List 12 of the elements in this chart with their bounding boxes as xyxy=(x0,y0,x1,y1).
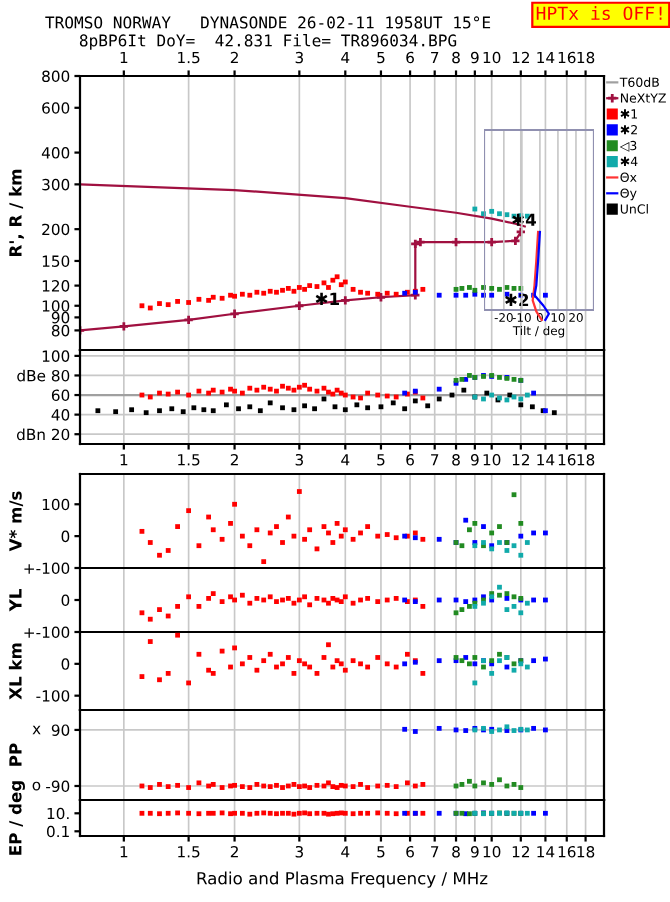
chart-subtitle: 8pBP6It DoY= 42.831 File= TR896034.BPG xyxy=(79,34,457,50)
text: HPTx is OFF! xyxy=(536,6,662,21)
chart-title: TROMSO NORWAY DYNASONDE 26-02-11 1958UT 15°E xyxy=(45,16,491,29)
annotation: ✱4 xyxy=(512,213,536,226)
y-axis-title: XL km xyxy=(8,643,22,700)
y-axis-title: PP xyxy=(9,743,22,766)
x-axis-title: Radio and Plasma Frequency / MHz xyxy=(197,871,488,888)
y-axis-title: R', R / km xyxy=(8,169,24,256)
y-axis-title: YL xyxy=(9,589,22,612)
y-axis-title: EP / deg xyxy=(8,781,25,855)
y-axis-title: V* m/s xyxy=(9,491,24,552)
annotation: ✱2 xyxy=(505,293,529,307)
